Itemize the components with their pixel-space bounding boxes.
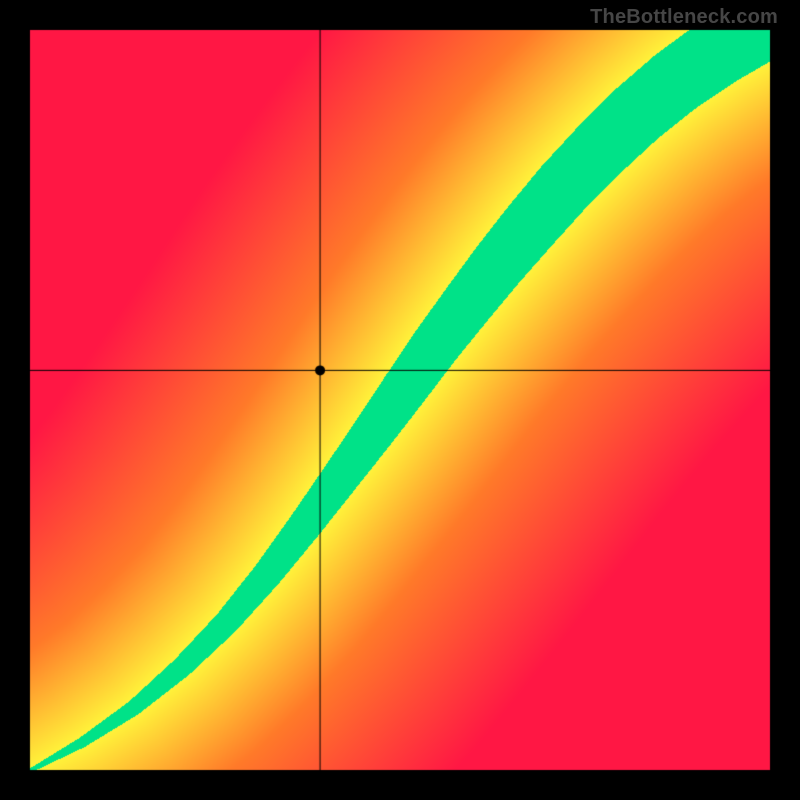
heatmap-canvas [0, 0, 800, 800]
chart-container: TheBottleneck.com [0, 0, 800, 800]
watermark-text: TheBottleneck.com [590, 6, 778, 29]
